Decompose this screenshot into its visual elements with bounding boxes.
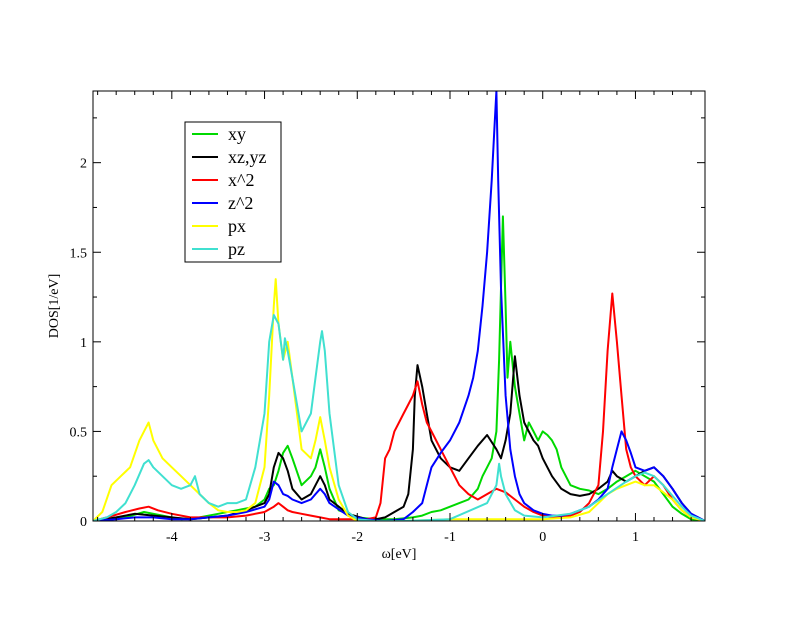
y-tick-label: 0 bbox=[80, 515, 87, 530]
series-layer bbox=[93, 91, 705, 521]
y-tick-label: 0.5 bbox=[70, 425, 88, 440]
y-tick-label: 1.5 bbox=[70, 246, 88, 261]
legend: xy xz,yz x^2 z^2 px pz bbox=[184, 121, 282, 263]
legend-label: x^2 bbox=[228, 170, 254, 190]
legend-label: pz bbox=[228, 239, 245, 259]
y-axis-label: DOS[1/eV] bbox=[47, 274, 62, 339]
series-line-x-2 bbox=[93, 292, 705, 521]
x-tick-label: -2 bbox=[351, 530, 363, 545]
series-line-pz bbox=[93, 314, 705, 521]
y-tick-label: 2 bbox=[80, 157, 87, 172]
x-axis-label: ω[eV] bbox=[382, 547, 417, 562]
y-tick-label: 1 bbox=[80, 336, 87, 351]
x-tick-label: -1 bbox=[444, 530, 456, 545]
x-tick-label: 1 bbox=[632, 530, 639, 545]
x-tick-label: -3 bbox=[259, 530, 271, 545]
series-line-xz-yz bbox=[93, 355, 705, 521]
legend-label: xz,yz bbox=[228, 147, 266, 167]
legend-label: z^2 bbox=[228, 193, 253, 213]
legend-label: px bbox=[228, 216, 246, 236]
legend-label: xy bbox=[228, 124, 246, 144]
x-tick-label: 0 bbox=[539, 530, 546, 545]
series-line-z-2 bbox=[93, 91, 705, 521]
ticks-layer: -4 -3 -2 -1 0 1 0 0.5 1 1.5 2 bbox=[70, 91, 705, 545]
legend-box bbox=[184, 121, 282, 263]
x-tick-label: -4 bbox=[166, 530, 178, 545]
plot-frame bbox=[92, 90, 706, 522]
